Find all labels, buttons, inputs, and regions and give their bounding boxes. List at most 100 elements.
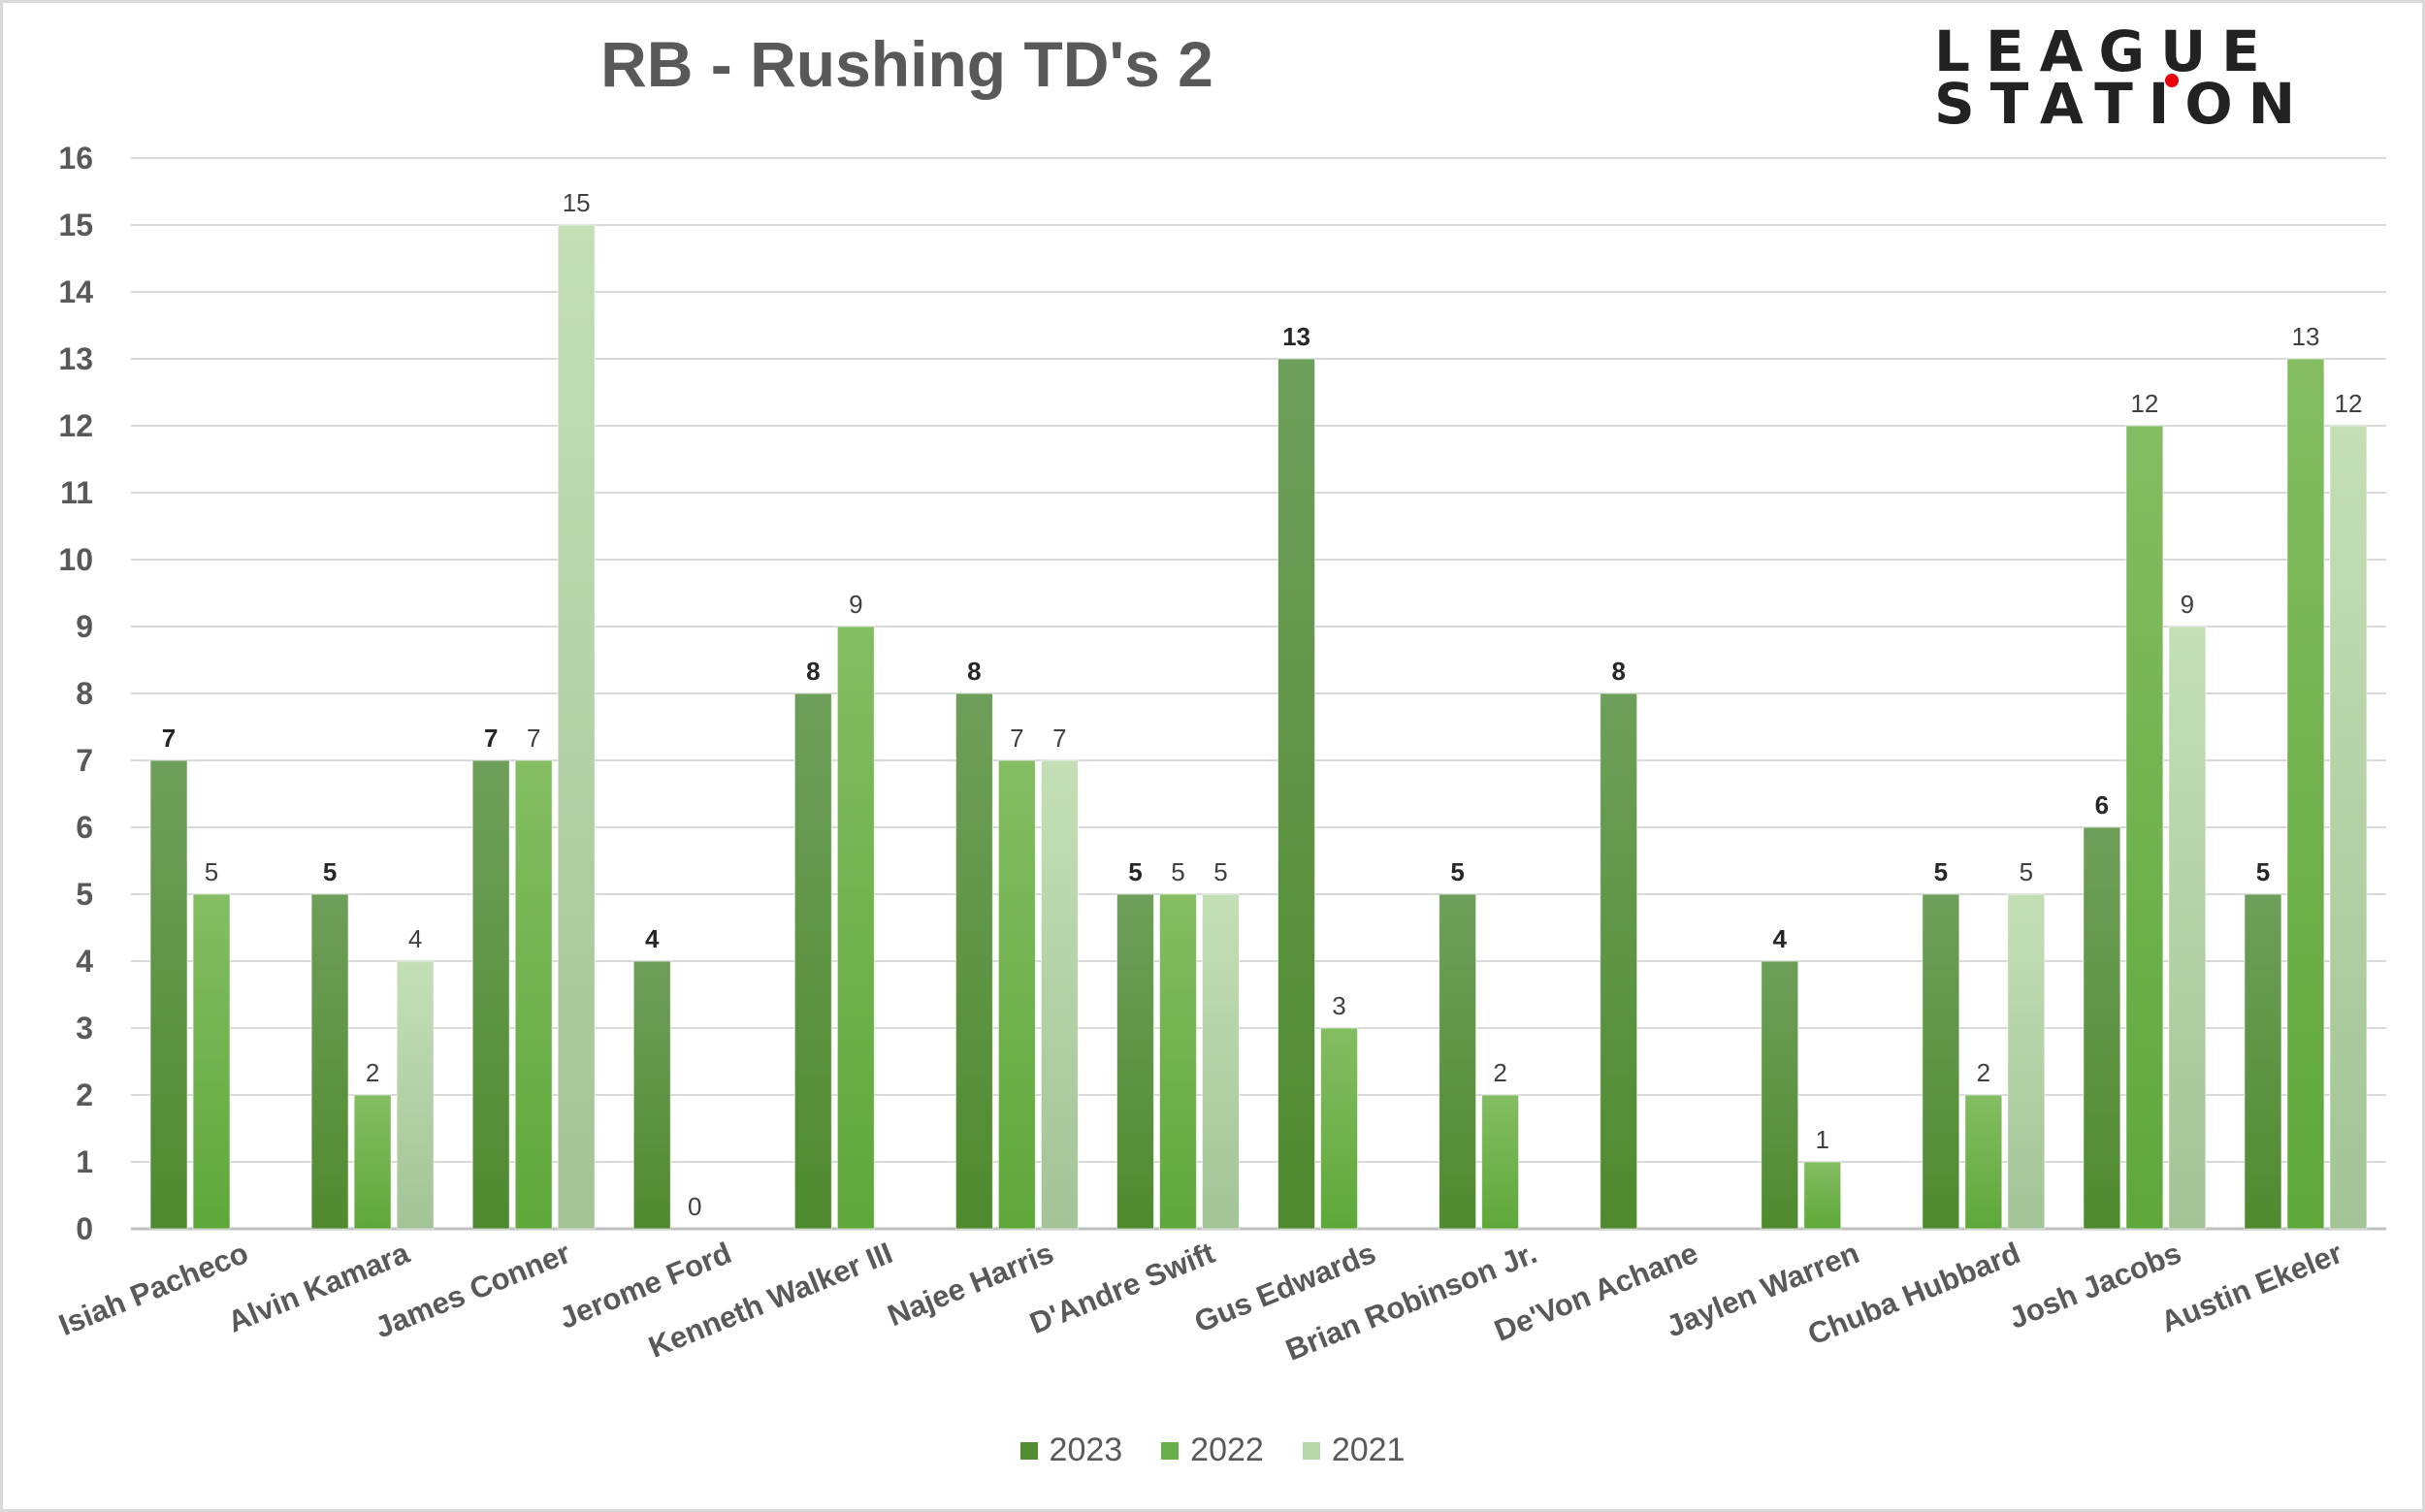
logo-line-1: LEAGUE xyxy=(1934,18,2276,84)
data-label-2023: 8 xyxy=(1611,657,1625,686)
data-label-2021: 5 xyxy=(2020,857,2033,886)
x-tick-label: Austin Ekeler xyxy=(2156,1236,2347,1339)
legend: 2023 2022 2021 xyxy=(0,1432,2425,1469)
data-label-2021: 7 xyxy=(1052,724,1066,753)
y-tick-label: 11 xyxy=(60,475,93,510)
bar-2021 xyxy=(2007,893,2046,1230)
data-label-2021: 9 xyxy=(2181,590,2194,619)
y-tick-label: 1 xyxy=(76,1144,93,1179)
bar-2023 xyxy=(632,960,671,1230)
y-tick-label: 2 xyxy=(76,1078,93,1112)
legend-swatch-2022 xyxy=(1161,1441,1180,1460)
legend-label-2021: 2021 xyxy=(1331,1432,1406,1468)
data-label-2021: 5 xyxy=(1213,857,1227,886)
bar-2023 xyxy=(2244,893,2282,1230)
bar-2023 xyxy=(793,692,832,1230)
data-label-2023: 5 xyxy=(1934,857,1948,886)
data-label-2022: 13 xyxy=(2292,322,2320,351)
y-tick-label: 12 xyxy=(58,408,93,443)
bar-2023 xyxy=(1277,358,1316,1230)
y-tick-label: 7 xyxy=(76,743,93,778)
bar-2022 xyxy=(1481,1094,1520,1230)
bar-2021 xyxy=(1201,893,1240,1230)
logo-line-2: STATION xyxy=(1934,71,2312,137)
data-label-2022: 2 xyxy=(366,1058,379,1087)
bar-2023 xyxy=(310,893,349,1230)
bar-2023 xyxy=(471,759,510,1230)
bar-2023 xyxy=(954,692,993,1230)
data-label-2021: 15 xyxy=(563,188,591,217)
legend-label-2022: 2022 xyxy=(1190,1432,1264,1468)
bar-2022 xyxy=(1158,893,1197,1230)
data-label-2022: 7 xyxy=(527,724,540,753)
y-tick-label: 14 xyxy=(58,274,93,309)
legend-item-2022: 2022 xyxy=(1161,1432,1264,1469)
y-tick-label: 4 xyxy=(76,944,93,979)
bar-2022 xyxy=(1964,1094,2003,1230)
y-tick-label: 6 xyxy=(76,810,93,845)
bar-2022 xyxy=(2286,358,2325,1230)
bar-2021 xyxy=(2329,425,2368,1230)
data-label-2023: 4 xyxy=(645,924,660,953)
x-tick-label: D'Andre Swift xyxy=(1025,1236,1219,1340)
data-label-2022: 5 xyxy=(205,857,218,886)
bar-2022 xyxy=(1320,1027,1359,1230)
data-label-2022: 5 xyxy=(1171,857,1184,886)
bar-2023 xyxy=(1600,692,1638,1230)
y-tick-label: 0 xyxy=(76,1211,93,1246)
bar-2021 xyxy=(2168,626,2207,1230)
data-label-2023: 5 xyxy=(1450,857,1464,886)
legend-swatch-2021 xyxy=(1302,1441,1320,1460)
bars xyxy=(149,224,2368,1230)
data-label-2021: 12 xyxy=(2335,389,2363,418)
data-label-2023: 4 xyxy=(1773,924,1788,953)
x-tick-label: Josh Jacobs xyxy=(2004,1236,2185,1335)
bar-2023 xyxy=(1922,893,1960,1230)
legend-item-2021: 2021 xyxy=(1302,1432,1406,1469)
bar-2023 xyxy=(1116,893,1154,1230)
bar-2023 xyxy=(2083,826,2121,1230)
data-label-2021: 4 xyxy=(408,924,422,953)
data-label-2022: 7 xyxy=(1010,724,1023,753)
y-tick-label: 9 xyxy=(76,609,93,644)
bar-2022 xyxy=(997,759,1036,1230)
bar-2023 xyxy=(1439,893,1477,1230)
data-label-2022: 2 xyxy=(1493,1058,1506,1087)
bar-2021 xyxy=(557,224,596,1230)
legend-label-2023: 2023 xyxy=(1049,1432,1123,1468)
data-label-2022: 2 xyxy=(1977,1058,1990,1087)
chart-title: RB - Rushing TD's 2 xyxy=(600,28,1213,100)
gridlines xyxy=(131,157,2386,1231)
data-label-2022: 9 xyxy=(849,590,862,619)
bar-2022 xyxy=(836,626,875,1230)
data-label-2023: 13 xyxy=(1282,322,1310,351)
y-tick-label: 15 xyxy=(58,208,93,242)
bar-2022 xyxy=(192,893,231,1230)
league-station-logo: LEAGUE STATION xyxy=(1934,18,2312,137)
data-label-2022: 1 xyxy=(1816,1125,1829,1154)
data-label-2022: 0 xyxy=(688,1192,701,1221)
y-tick-label: 10 xyxy=(58,542,93,577)
bar-2023 xyxy=(1761,960,1799,1230)
x-tick-label: Isiah Pacheco xyxy=(54,1236,253,1342)
data-label-2023: 7 xyxy=(162,724,176,753)
data-label-2022: 3 xyxy=(1332,991,1345,1020)
data-label-2023: 7 xyxy=(484,724,498,753)
data-label-2023: 5 xyxy=(1128,857,1142,886)
bar-2022 xyxy=(1803,1161,1842,1230)
data-label-2023: 6 xyxy=(2095,790,2109,820)
data-label-2023: 8 xyxy=(806,657,820,686)
bar-2021 xyxy=(396,960,435,1230)
y-tick-label: 3 xyxy=(76,1011,93,1046)
data-label-2022: 12 xyxy=(2130,389,2158,418)
bar-2021 xyxy=(1040,759,1079,1230)
legend-item-2023: 2023 xyxy=(1019,1432,1123,1469)
y-tick-label: 8 xyxy=(76,676,93,711)
data-label-2023: 5 xyxy=(323,857,337,886)
legend-swatch-2023 xyxy=(1019,1441,1038,1460)
